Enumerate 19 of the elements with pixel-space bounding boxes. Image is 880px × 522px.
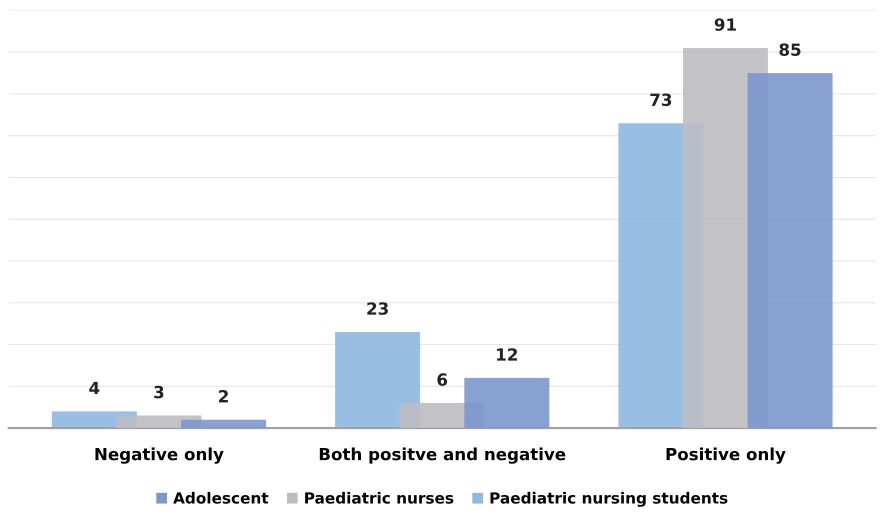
legend-label: Adolescent	[173, 492, 268, 504]
data-label: 91	[714, 18, 736, 31]
x-tick-label: Positive only	[666, 447, 786, 464]
legend-label: Paediatric nursing students	[490, 492, 728, 507]
x-tick-label: Negative only	[95, 447, 224, 464]
data-label: 85	[779, 43, 800, 56]
bar	[335, 332, 420, 428]
data-label: 2	[219, 390, 228, 402]
data-label: 3	[154, 386, 164, 398]
data-label: 12	[497, 348, 517, 361]
data-label: 73	[650, 93, 672, 106]
x-tick-label: Both positve and negative	[320, 447, 566, 464]
data-label: 23	[367, 302, 388, 315]
bar	[181, 420, 266, 428]
bar	[748, 73, 833, 428]
bar	[464, 378, 550, 428]
data-label: 4	[89, 382, 100, 394]
legend-label: Paediatric nurses	[305, 492, 454, 504]
data-label: 6	[437, 373, 448, 386]
